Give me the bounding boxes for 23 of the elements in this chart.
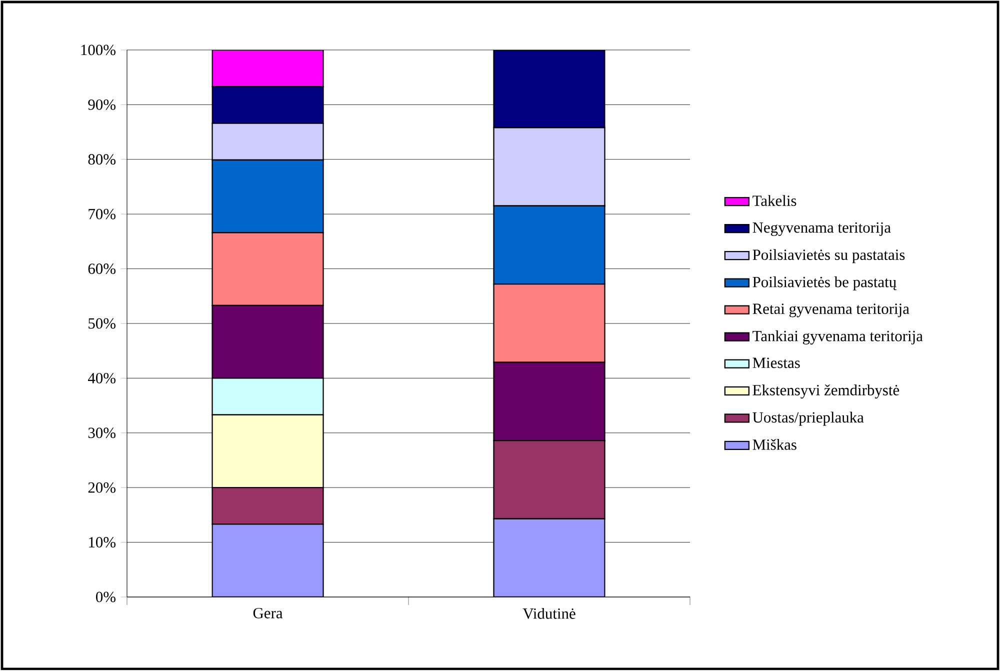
y-tick-label: 70% — [88, 208, 116, 220]
legend-label: Uostas/prieplauka — [752, 412, 864, 426]
legend-label: Ekstensyvi žemdirbystė — [752, 384, 900, 399]
y-tick-label: 20% — [88, 482, 116, 493]
y-tick-label: 80% — [88, 154, 116, 165]
y-tick-label: 30% — [88, 428, 116, 438]
y-tick-label: 90% — [88, 99, 116, 110]
legend-label: Poilsiavietės su pastatais — [752, 249, 905, 264]
legend-label: Retai gyvenama teritorija — [752, 304, 910, 318]
x-tick-label: Vidutinė — [522, 608, 576, 619]
legend-label: Miškas — [752, 439, 796, 450]
y-tick-label: 50% — [88, 318, 116, 329]
y-tick-label: 60% — [88, 264, 116, 274]
y-tick-label: 100% — [81, 44, 116, 56]
y-tick-label: 10% — [89, 537, 116, 548]
legend-label: Negyvenama teritorija — [752, 222, 891, 236]
legend-label: Miestas — [752, 358, 800, 368]
y-tick-label: 0% — [96, 592, 116, 602]
y-tick-label: 40% — [88, 372, 116, 384]
legend-label: Tankiai gyvenama teritorija — [752, 330, 923, 344]
x-tick-label: Gera — [253, 608, 283, 618]
legend-label: Poilsiavietės be pastatų — [752, 276, 897, 290]
legend-label: Takelis — [752, 195, 796, 206]
